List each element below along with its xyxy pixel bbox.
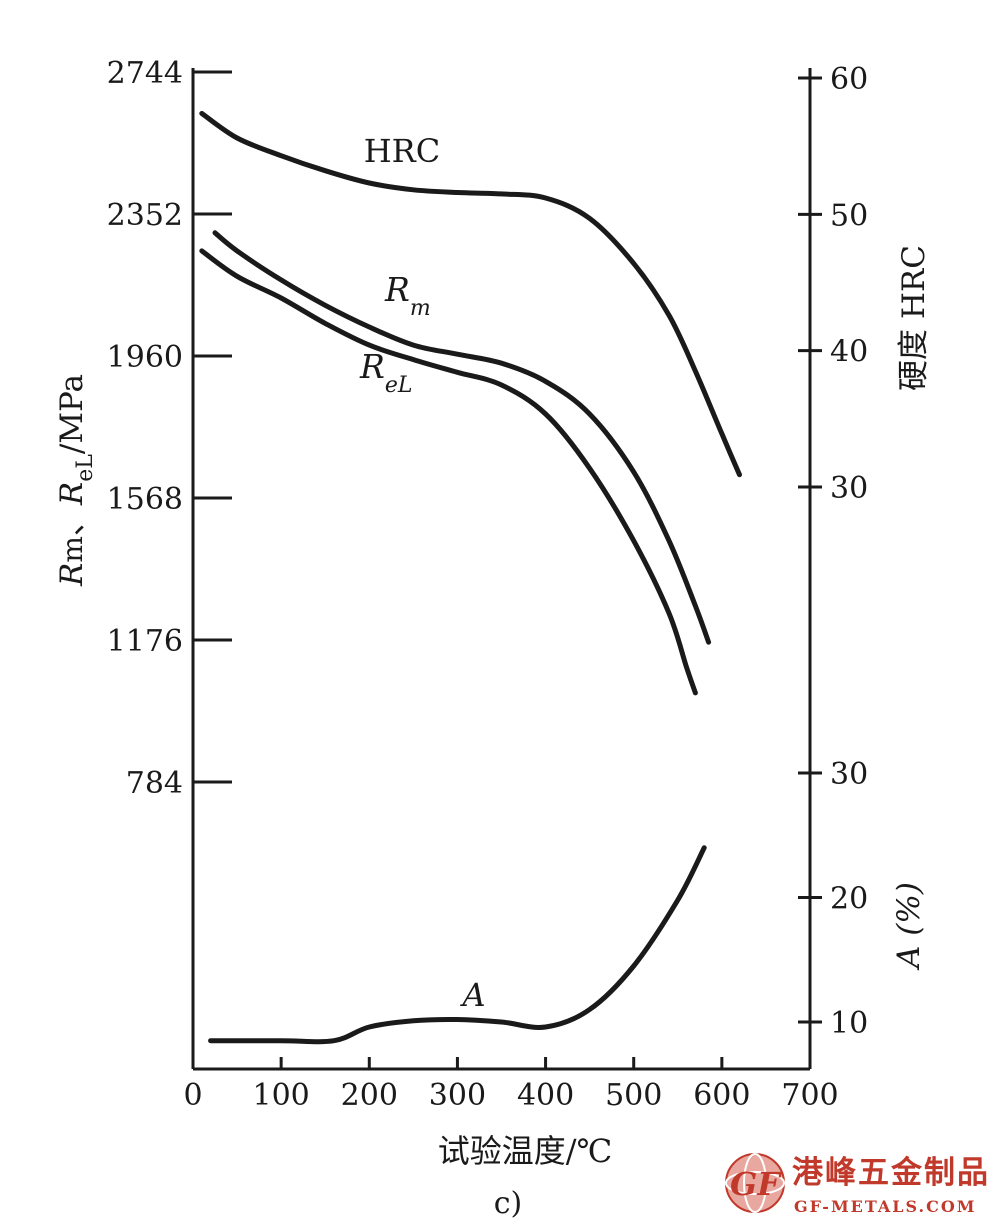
series-label-rel: ReL — [359, 347, 413, 398]
series-Rm-line — [212, 230, 712, 645]
hardness-tick-label: 60 — [830, 62, 868, 97]
x-tick-label: 300 — [429, 1078, 486, 1113]
series-label-a: A — [459, 976, 485, 1014]
left-tick-label: 2352 — [107, 198, 183, 233]
x-tick-label: 200 — [341, 1078, 398, 1113]
right-axis-title-hardness: 硬度 HRC — [896, 245, 932, 391]
left-tick-label: 2744 — [107, 56, 183, 91]
panel-label: c) — [494, 1186, 523, 1221]
x-axis-title: 试验温度/℃ — [438, 1132, 613, 1170]
left-tick-label: 784 — [126, 766, 183, 801]
elongation-tick-label: 20 — [830, 882, 868, 917]
series-label-hrc: HRC — [364, 132, 440, 170]
left-axis-title: Rm、ReL/MPa — [54, 374, 98, 587]
x-tick-label: 0 — [183, 1078, 202, 1113]
left-tick-label: 1176 — [107, 624, 183, 659]
x-tick-label: 400 — [517, 1078, 574, 1113]
hardness-tick-label: 30 — [830, 471, 868, 506]
series-ReL-line — [199, 248, 698, 696]
elongation-tick-label: 30 — [830, 757, 868, 792]
left-tick-label: 1568 — [107, 482, 183, 517]
logo-name-cn: 港峰五金制品 — [792, 1155, 990, 1191]
series-HRC-line — [199, 110, 742, 478]
elongation-tick-label: 10 — [830, 1006, 868, 1041]
x-tick-label: 500 — [605, 1078, 662, 1113]
plot-frame — [191, 68, 812, 1071]
logo-emblem-text: GF — [730, 1165, 782, 1203]
right-axis-title-elongation: A (%) — [891, 882, 927, 971]
logo-name-en: GF-METALS.COM — [794, 1197, 976, 1216]
left-tick-label: 1960 — [107, 340, 183, 375]
x-tick-label: 100 — [253, 1078, 310, 1113]
series-label-rm: Rm — [384, 270, 431, 321]
series-A-line — [208, 845, 707, 1045]
hardness-tick-label: 40 — [830, 335, 868, 370]
hardness-tick-label: 50 — [830, 198, 868, 233]
x-tick-label: 700 — [781, 1078, 838, 1113]
watermark-logo: GF 港峰五金制品 GF-METALS.COM — [725, 1153, 990, 1216]
x-tick-label: 600 — [693, 1078, 750, 1113]
